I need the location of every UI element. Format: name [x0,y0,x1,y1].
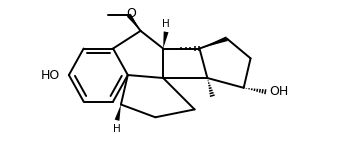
Text: HO: HO [41,69,60,82]
Text: H: H [113,124,121,134]
Polygon shape [115,104,121,121]
Polygon shape [127,14,141,31]
Text: OH: OH [269,85,289,98]
Polygon shape [163,31,169,49]
Text: H: H [162,19,170,29]
Text: O: O [126,7,136,20]
Polygon shape [200,36,228,49]
